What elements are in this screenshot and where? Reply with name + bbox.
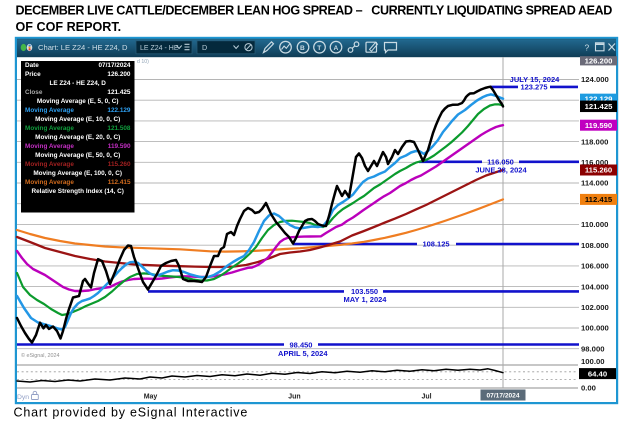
svg-text:Moving Average: Moving Average (25, 125, 74, 132)
svg-text:May: May (144, 394, 158, 401)
svg-text:Moving Average (E, 50, 0, C): Moving Average (E, 50, 0, C) (35, 152, 120, 159)
svg-text:Moving Average (E, 10, 0, C): Moving Average (E, 10, 0, C) (35, 116, 120, 123)
svg-text:Moving Average: Moving Average (25, 107, 74, 114)
svg-text:123.275: 123.275 (520, 83, 547, 92)
svg-text:122.129: 122.129 (585, 95, 613, 104)
svg-text:DECEMBER LIVE CATTLE/DECEMBER: DECEMBER LIVE CATTLE/DECEMBER LEAN HOG S… (16, 3, 613, 17)
svg-text:119.590: 119.590 (108, 143, 131, 150)
svg-text:100.000: 100.000 (581, 324, 609, 333)
svg-text:102.000: 102.000 (581, 303, 609, 312)
svg-text:118.000: 118.000 (581, 137, 608, 146)
svg-text:Moving Average (E, 20, 0, C): Moving Average (E, 20, 0, C) (35, 134, 120, 141)
svg-text:Chart provided by eSignal Inte: Chart provided by eSignal Interactive (14, 406, 249, 420)
svg-text:121.425: 121.425 (107, 89, 131, 96)
svg-text:OF COF REPORT.: OF COF REPORT. (16, 20, 122, 34)
svg-text:121.425: 121.425 (585, 102, 614, 111)
svg-text:JULY 15, 2024: JULY 15, 2024 (510, 75, 560, 84)
svg-text:108.125: 108.125 (422, 240, 449, 249)
svg-text:98.450: 98.450 (290, 341, 313, 350)
svg-text:Moving Average: Moving Average (25, 179, 74, 186)
svg-text:Jul: Jul (421, 394, 431, 401)
svg-text:124.000: 124.000 (581, 75, 609, 84)
svg-text:112.415: 112.415 (585, 195, 613, 204)
svg-text:Moving Average (E, 100, 0, C): Moving Average (E, 100, 0, C) (33, 170, 122, 177)
svg-text:Dyn: Dyn (17, 394, 29, 401)
svg-text:106.000: 106.000 (581, 262, 609, 271)
svg-text:122.129: 122.129 (107, 107, 131, 114)
svg-text:Moving Average: Moving Average (25, 161, 74, 168)
svg-text:© eSignal, 2024: © eSignal, 2024 (21, 352, 59, 359)
svg-text:Date: Date (25, 62, 39, 69)
svg-text:Chart: LE Z24 - HE Z24, D: Chart: LE Z24 - HE Z24, D (38, 43, 128, 52)
svg-text:APRIL 5, 2024: APRIL 5, 2024 (278, 349, 328, 358)
svg-text:Moving Average (E, 5, 0, C): Moving Average (E, 5, 0, C) (37, 98, 119, 105)
svg-text:115.260: 115.260 (108, 161, 131, 168)
svg-text:0.00: 0.00 (581, 383, 596, 392)
svg-text:100.00: 100.00 (581, 357, 605, 366)
svg-text:A: A (334, 45, 339, 52)
svg-text:Close: Close (25, 89, 43, 96)
svg-text:121.508: 121.508 (107, 125, 131, 132)
svg-text:108.000: 108.000 (581, 241, 609, 250)
svg-text:119.590: 119.590 (585, 121, 612, 130)
svg-text:Relative Strength Index (14, C: Relative Strength Index (14, C) (32, 188, 124, 195)
svg-text:126.200: 126.200 (107, 71, 131, 78)
svg-text:114.000: 114.000 (581, 179, 608, 188)
svg-text:116.050: 116.050 (487, 158, 514, 167)
svg-text:Jun: Jun (288, 394, 300, 401)
svg-text:B: B (300, 45, 305, 52)
svg-text:Price: Price (25, 71, 41, 78)
svg-text:?: ? (585, 43, 590, 53)
svg-text:115.260: 115.260 (585, 166, 612, 175)
svg-text:JUNE 28, 2024: JUNE 28, 2024 (475, 165, 527, 174)
svg-text:d 10): d 10) (137, 59, 149, 65)
svg-text:104.000: 104.000 (581, 282, 609, 291)
svg-text:D: D (202, 43, 207, 52)
svg-text:126.200: 126.200 (585, 57, 613, 66)
svg-text:110.000: 110.000 (581, 220, 608, 229)
svg-text:116.000: 116.000 (581, 158, 608, 167)
svg-text:07/17/2024: 07/17/2024 (99, 62, 131, 69)
svg-text:103.550: 103.550 (351, 287, 378, 296)
svg-text:LE Z24 - HE: LE Z24 - HE (140, 45, 179, 52)
svg-text:07/17/2024: 07/17/2024 (486, 393, 519, 400)
svg-text:Moving Average: Moving Average (25, 143, 74, 150)
svg-text:112.415: 112.415 (108, 179, 131, 186)
svg-text:MAY 1, 2024: MAY 1, 2024 (344, 295, 388, 304)
svg-text:98.000: 98.000 (581, 344, 605, 353)
svg-text:64.40: 64.40 (588, 369, 607, 378)
svg-text:T: T (317, 45, 321, 52)
svg-text:LE Z24 - HE Z24, D: LE Z24 - HE Z24, D (49, 80, 106, 87)
